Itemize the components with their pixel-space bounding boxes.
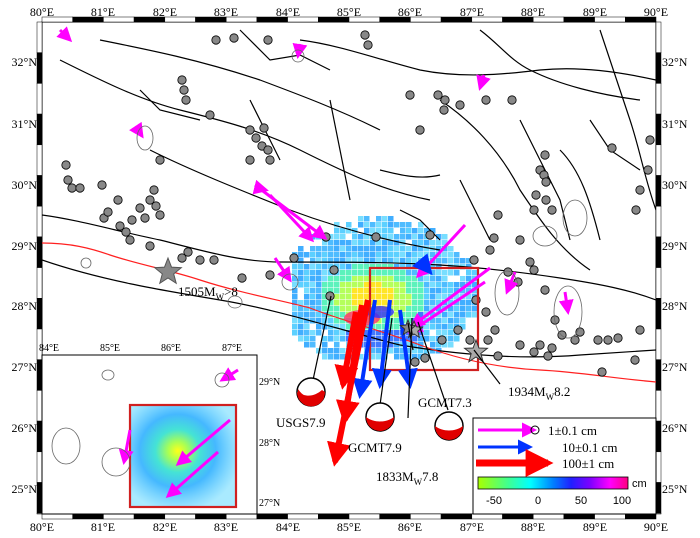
lat-tick-left-7: 25°N bbox=[12, 482, 38, 496]
lon-tick-bot-3: 83°E bbox=[214, 520, 238, 534]
colorbar-unit: cm bbox=[632, 478, 647, 490]
lon-tick-top-1: 81°E bbox=[91, 5, 115, 19]
beachball-usgs bbox=[297, 378, 325, 406]
lat-tick-right-5: 27°N bbox=[662, 360, 688, 374]
lat-tick-right-1: 31°N bbox=[662, 117, 688, 131]
cb-tick-4: 100 bbox=[613, 495, 631, 507]
inset-lat-1: 28°N bbox=[259, 438, 280, 449]
lon-tick-bot-8: 88°E bbox=[521, 520, 545, 534]
lon-tick-top-0: 80°E bbox=[30, 5, 54, 19]
lat-tick-right-6: 26°N bbox=[662, 421, 688, 435]
lon-tick-top-10: 90°E bbox=[644, 5, 668, 19]
lon-tick-top-5: 85°E bbox=[337, 5, 361, 19]
lat-tick-left-6: 26°N bbox=[12, 421, 38, 435]
legend-item-3: 100±1 cm bbox=[562, 456, 614, 471]
lon-tick-bot-6: 86°E bbox=[398, 520, 422, 534]
beachball-gcmt73 bbox=[435, 412, 463, 440]
legend-item-1: 1±0.1 cm bbox=[548, 423, 597, 438]
inset-lon-0: 84°E bbox=[39, 343, 59, 354]
inset-lon-3: 87°E bbox=[222, 343, 242, 354]
label-gcmt79: GCMT7.9 bbox=[348, 440, 402, 455]
inset-lat-2: 27°N bbox=[259, 498, 280, 509]
lon-tick-bot-7: 87°E bbox=[460, 520, 484, 534]
inset-deformation bbox=[130, 405, 236, 507]
lon-tick-bot-0: 80°E bbox=[30, 520, 54, 534]
lon-tick-top-7: 87°E bbox=[460, 5, 484, 19]
colorbar bbox=[478, 477, 628, 489]
lat-tick-right-0: 32°N bbox=[662, 55, 688, 69]
lon-tick-bot-5: 85°E bbox=[337, 520, 361, 534]
lat-tick-right-2: 30°N bbox=[662, 178, 688, 192]
label-usgs: USGS7.9 bbox=[276, 415, 326, 430]
lat-tick-left-4: 28°N bbox=[12, 299, 38, 313]
inset-map bbox=[42, 355, 257, 514]
lon-tick-bot-1: 81°E bbox=[91, 520, 115, 534]
lat-tick-left-3: 29°N bbox=[12, 239, 38, 253]
cb-tick-3: 50 bbox=[575, 495, 587, 507]
inset-lon-2: 86°E bbox=[161, 343, 181, 354]
lat-tick-right-4: 28°N bbox=[662, 299, 688, 313]
lat-tick-left-1: 31°N bbox=[12, 117, 38, 131]
lat-tick-left-2: 30°N bbox=[12, 178, 38, 192]
lon-tick-bot-2: 82°E bbox=[153, 520, 177, 534]
inset-lon-1: 85°E bbox=[100, 343, 120, 354]
cb-tick-2: 0 bbox=[535, 495, 541, 507]
cb-tick-1: -50 bbox=[486, 495, 502, 507]
label-gcmt73: GCMT7.3 bbox=[418, 395, 472, 410]
lat-tick-left-5: 27°N bbox=[12, 360, 38, 374]
legend: 1±0.1 cm 10±0.1 cm 100±1 cm cm -50 0 50 … bbox=[473, 418, 656, 514]
lat-tick-right-3: 29°N bbox=[662, 239, 688, 253]
legend-item-2: 10±0.1 cm bbox=[562, 440, 618, 455]
lat-tick-left-0: 32°N bbox=[12, 55, 38, 69]
lon-tick-top-3: 83°E bbox=[214, 5, 238, 19]
lon-tick-top-8: 88°E bbox=[521, 5, 545, 19]
lon-tick-bot-10: 90°E bbox=[644, 520, 668, 534]
lon-tick-top-4: 84°E bbox=[276, 5, 300, 19]
lon-tick-bot-4: 84°E bbox=[276, 520, 300, 534]
lat-tick-right-7: 25°N bbox=[662, 482, 688, 496]
inset-lat-0: 29°N bbox=[259, 377, 280, 388]
lon-tick-bot-9: 89°E bbox=[583, 520, 607, 534]
lon-tick-top-2: 82°E bbox=[153, 5, 177, 19]
lon-tick-top-9: 89°E bbox=[583, 5, 607, 19]
beachball-gcmt79 bbox=[366, 403, 394, 431]
lon-tick-top-6: 86°E bbox=[398, 5, 422, 19]
